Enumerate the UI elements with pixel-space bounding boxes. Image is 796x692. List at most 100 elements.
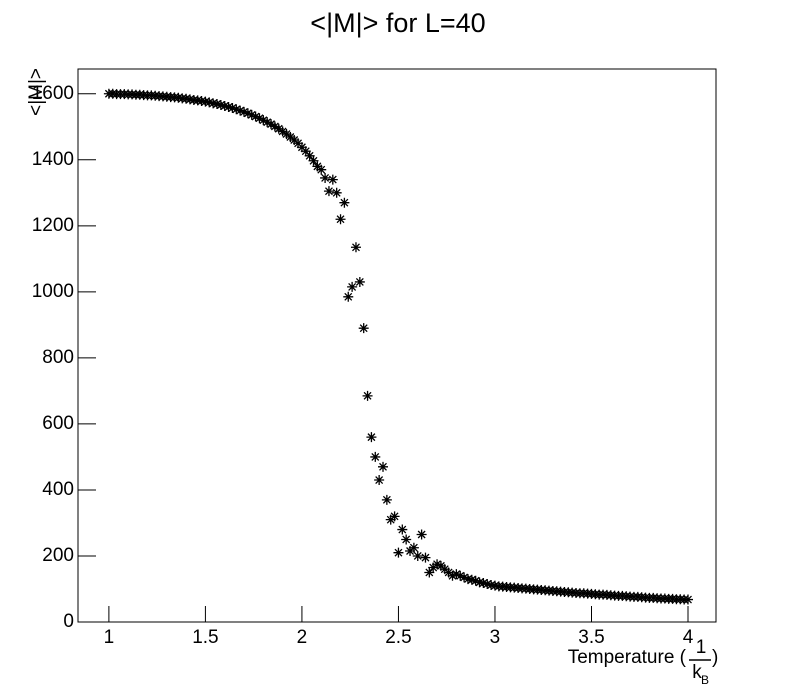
data-point xyxy=(269,121,280,132)
data-point xyxy=(455,570,466,581)
data-point xyxy=(266,119,277,130)
data-point xyxy=(173,92,184,103)
x-label-prefix: Temperature ( xyxy=(568,647,687,668)
data-point xyxy=(459,572,470,583)
x-tick-label: 2.5 xyxy=(385,627,411,648)
data-point xyxy=(331,187,342,198)
data-point xyxy=(196,96,207,107)
data-point xyxy=(215,99,226,110)
data-point xyxy=(335,214,346,225)
y-tick-label: 1000 xyxy=(32,281,74,302)
x-tick-label: 4 xyxy=(683,627,694,648)
data-point xyxy=(200,96,211,107)
data-point xyxy=(327,174,338,185)
data-point xyxy=(354,276,365,287)
data-point xyxy=(181,93,192,104)
data-point xyxy=(435,560,446,571)
data-point xyxy=(451,569,462,580)
data-point xyxy=(466,574,477,585)
data-point xyxy=(339,197,350,208)
data-point xyxy=(374,475,385,486)
data-point xyxy=(343,291,354,302)
data-point xyxy=(347,281,358,292)
data-point xyxy=(231,104,242,115)
x-label-subscript: B xyxy=(701,673,709,687)
data-point xyxy=(474,577,485,588)
data-point xyxy=(362,390,373,401)
x-tick-label: 3 xyxy=(490,627,501,648)
data-point xyxy=(412,550,423,561)
data-point xyxy=(424,567,435,578)
y-tick-label: 0 xyxy=(63,611,74,632)
data-point xyxy=(211,98,222,109)
data-point xyxy=(246,109,257,120)
data-point xyxy=(683,594,694,605)
x-label-denominator: k xyxy=(692,662,702,683)
data-point xyxy=(443,567,454,578)
y-tick-label: 400 xyxy=(42,479,74,500)
data-point xyxy=(420,552,431,563)
data-point xyxy=(289,134,300,145)
data-point xyxy=(223,101,234,112)
data-point xyxy=(208,98,219,109)
data-point xyxy=(227,102,238,113)
y-tick-label: 1400 xyxy=(32,149,74,170)
data-point xyxy=(304,150,315,161)
data-point xyxy=(235,105,246,116)
data-point xyxy=(482,579,493,590)
x-tick-label: 2 xyxy=(297,627,308,648)
data-point xyxy=(428,562,439,573)
data-point xyxy=(462,574,473,585)
data-point xyxy=(316,164,327,175)
data-point xyxy=(277,126,288,137)
x-tick-label: 1 xyxy=(104,627,115,648)
y-tick-label: 1600 xyxy=(32,83,74,104)
data-point xyxy=(389,511,400,522)
data-point xyxy=(378,461,389,472)
y-tick-label: 1200 xyxy=(32,215,74,236)
data-point xyxy=(312,161,323,172)
x-label-suffix: ) xyxy=(712,647,718,668)
data-point xyxy=(447,570,458,581)
data-point xyxy=(432,559,443,570)
data-point xyxy=(258,115,269,126)
data-point xyxy=(308,155,319,166)
data-point xyxy=(250,111,261,122)
data-point xyxy=(184,94,195,105)
y-tick-label: 800 xyxy=(42,347,74,368)
data-point xyxy=(358,323,369,334)
y-tick-label: 200 xyxy=(42,545,74,566)
data-point xyxy=(323,186,334,197)
data-point xyxy=(489,580,500,591)
data-point xyxy=(192,95,203,106)
x-tick-label: 3.5 xyxy=(578,627,604,648)
data-point xyxy=(219,100,230,111)
x-axis-label: Temperature ( 1 k B ) xyxy=(568,637,719,687)
data-point xyxy=(204,97,215,108)
plot-frame xyxy=(77,68,717,623)
y-tick-label: 600 xyxy=(42,413,74,434)
x-label-numerator: 1 xyxy=(696,637,707,658)
data-point xyxy=(262,117,273,128)
data-point xyxy=(366,432,377,443)
data-point xyxy=(370,451,381,462)
data-point xyxy=(408,542,419,553)
data-point xyxy=(397,524,408,535)
data-point xyxy=(273,123,284,134)
data-point xyxy=(405,546,416,557)
data-point xyxy=(385,514,396,525)
data-point xyxy=(293,138,304,149)
chart-title: <|M|> for L=40 xyxy=(310,8,485,38)
data-point xyxy=(401,534,412,545)
y-axis-label: <|M|> xyxy=(26,68,47,116)
data-point xyxy=(320,172,331,183)
data-point xyxy=(393,547,404,558)
data-point xyxy=(416,529,427,540)
data-point xyxy=(439,564,450,575)
data-point xyxy=(350,242,361,253)
x-tick-label: 1.5 xyxy=(192,627,218,648)
data-point xyxy=(478,578,489,589)
data-point xyxy=(470,575,481,586)
